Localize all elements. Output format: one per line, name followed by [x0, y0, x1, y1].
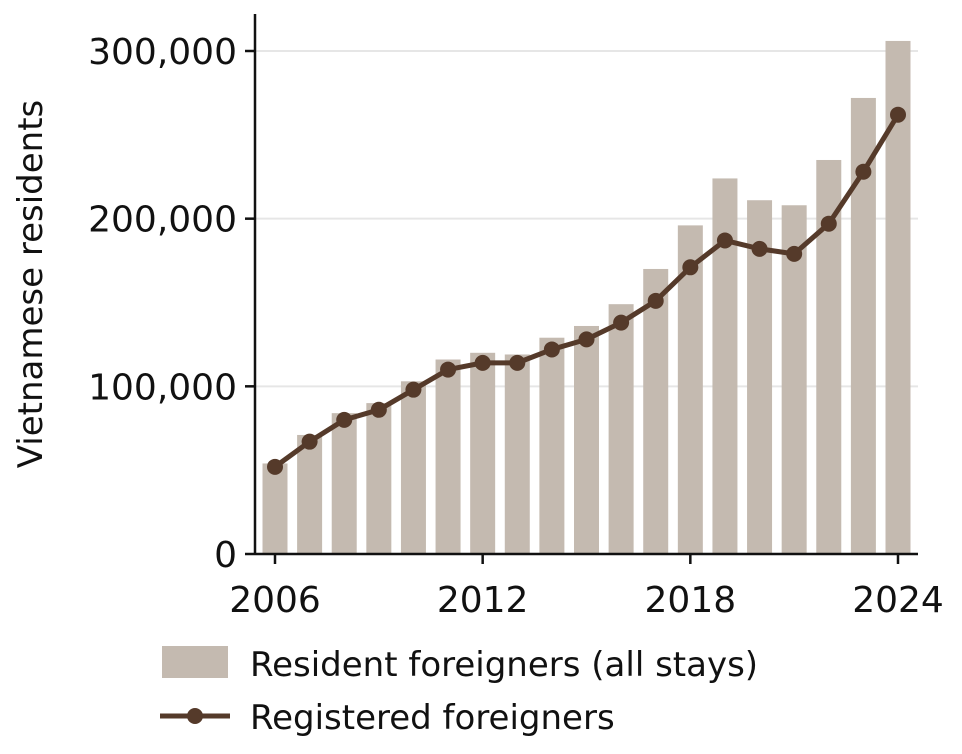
line-point-2011 [440, 361, 457, 378]
line-point-2012 [474, 354, 491, 371]
line-point-2024 [890, 106, 906, 123]
y-axis-title: Vietnamese residents [11, 100, 51, 468]
bar-2011 [435, 359, 461, 554]
line-point-2023 [855, 163, 872, 180]
legend-label-bar: Resident foreigners (all stays) [250, 645, 758, 685]
bar-2009 [366, 403, 392, 554]
line-point-2013 [509, 354, 526, 371]
bar-2020 [747, 200, 773, 554]
legend-label-line: Registered foreigners [250, 698, 615, 738]
bar-2014 [539, 337, 565, 554]
line-point-2017 [647, 292, 664, 309]
bar-series-resident-foreigners [262, 40, 911, 555]
line-point-2019 [716, 232, 733, 249]
x-tick-label-2018: 2018 [645, 580, 737, 621]
line-point-2014 [543, 341, 560, 358]
legend: Resident foreigners (all stays) Registere… [160, 645, 758, 738]
legend-swatch-bar [162, 646, 228, 678]
x-axis-ticks: 2006 2012 2018 2024 [229, 554, 944, 621]
bar-2018 [677, 225, 703, 554]
bar-2015 [574, 325, 599, 554]
axes [253, 14, 918, 556]
bar-2021 [781, 205, 807, 554]
line-point-2008 [336, 411, 353, 428]
line-point-2016 [613, 314, 630, 331]
line-series-registered-foreigners [267, 106, 906, 475]
line-point-2015 [578, 331, 595, 348]
bar-2017 [643, 268, 669, 554]
y-tick-label-2: 200,000 [88, 200, 237, 241]
bar-2012 [470, 352, 496, 554]
y-tick-label-3: 300,000 [88, 32, 237, 73]
bar-2010 [400, 381, 426, 554]
line-point-2021 [786, 245, 803, 262]
line-point-2007 [301, 433, 318, 450]
bar-2007 [297, 434, 323, 554]
x-tick-label-2006: 2006 [229, 580, 321, 621]
x-tick-label-2024: 2024 [852, 580, 944, 621]
line-point-2006 [267, 458, 283, 475]
bar-2006 [262, 463, 288, 554]
legend-swatch-marker [187, 708, 203, 724]
y-axis-ticks: 0 100,000 200,000 300,000 [88, 32, 255, 576]
bar-2013 [504, 354, 530, 554]
line-point-2018 [682, 259, 699, 276]
line-point-2022 [820, 215, 837, 232]
line-point-2020 [751, 240, 768, 257]
y-tick-label-1: 100,000 [88, 367, 237, 408]
bar-2008 [331, 413, 357, 554]
x-tick-label-2012: 2012 [437, 580, 529, 621]
line-point-2009 [370, 401, 387, 418]
line-point-2010 [405, 381, 422, 398]
y-tick-label-0: 0 [214, 535, 237, 576]
bar-2016 [608, 304, 634, 554]
